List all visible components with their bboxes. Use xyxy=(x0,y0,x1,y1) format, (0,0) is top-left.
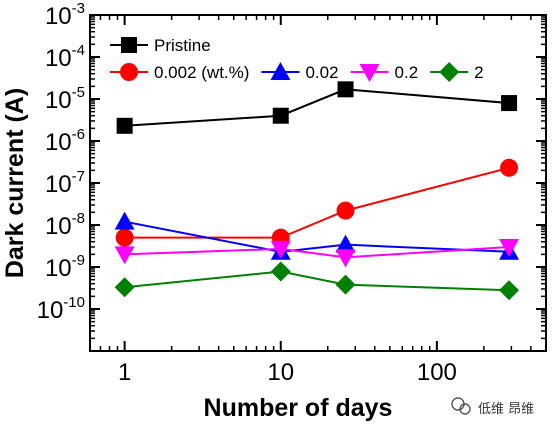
legend-entry: 2 xyxy=(430,62,484,82)
legend-label: 0.002 (wt.%) xyxy=(154,63,249,82)
legend-label: 0.02 xyxy=(305,63,338,82)
y-tick-label: 10-10 xyxy=(37,294,85,324)
x-tick-label: 1 xyxy=(118,359,131,386)
y-tick-label: 10-3 xyxy=(45,0,85,30)
data-point xyxy=(114,211,135,230)
y-tick-label: 10-9 xyxy=(45,252,85,282)
data-point xyxy=(337,81,354,98)
y-axis-title: Dark current (A) xyxy=(1,88,29,278)
data-point xyxy=(270,261,291,282)
x-tick-label: 10 xyxy=(267,359,294,386)
y-tick-label: 10-7 xyxy=(45,168,85,198)
plot-frame xyxy=(89,14,547,352)
data-point xyxy=(499,238,520,257)
data-point xyxy=(114,246,135,265)
x-axis-title: Number of days xyxy=(204,394,393,422)
legend-entry: 0.02 xyxy=(261,62,339,82)
series-1 xyxy=(115,158,519,247)
series-line xyxy=(124,88,510,127)
data-point xyxy=(335,234,356,253)
legend-marker xyxy=(359,64,380,82)
y-tick-label: 10-8 xyxy=(45,210,85,240)
data-point xyxy=(501,95,518,112)
legend-label: 2 xyxy=(474,63,483,82)
legend-marker xyxy=(270,62,291,80)
wechat-icon xyxy=(451,397,471,415)
data-point xyxy=(115,228,134,247)
watermark: 低维 昂维 xyxy=(451,397,534,417)
series-line xyxy=(124,220,510,253)
series-line xyxy=(124,245,510,259)
series-line xyxy=(124,270,510,292)
data-point xyxy=(335,274,356,295)
data-point xyxy=(270,240,291,259)
legend-marker xyxy=(121,37,137,53)
legend-marker xyxy=(120,63,138,81)
y-tick-label: 10-5 xyxy=(45,84,85,114)
series-3 xyxy=(114,238,520,268)
series-line xyxy=(124,166,510,239)
y-tick-label: 10-4 xyxy=(45,42,85,72)
data-point xyxy=(116,117,133,134)
data-point xyxy=(336,201,355,220)
legend-entry: 0.2 xyxy=(350,63,419,82)
legend-entry: Pristine xyxy=(110,36,211,55)
data-point xyxy=(114,277,135,298)
legend-entry: 0.002 (wt.%) xyxy=(110,63,249,82)
data-point xyxy=(500,158,519,177)
data-point xyxy=(335,249,356,268)
series-0 xyxy=(116,81,518,134)
legend-label: Pristine xyxy=(154,36,211,55)
legend-marker xyxy=(439,62,460,82)
tick-labels: 1 10 100 10-10 10-9 10-8 10-7 10-6 10-5 10-4 10-3 xyxy=(37,0,457,386)
data-point xyxy=(499,280,520,301)
x-tick-label: 100 xyxy=(417,359,457,386)
series-layer xyxy=(114,81,520,301)
legend-label: 0.2 xyxy=(395,63,419,82)
watermark-text: 低维 昂维 xyxy=(478,402,534,417)
y-tick-label: 10-6 xyxy=(45,126,85,156)
data-point xyxy=(272,107,289,124)
series-4 xyxy=(114,261,520,301)
legend: Pristine 0.002 (wt.%) 0.02 0.2 2 xyxy=(110,36,484,82)
